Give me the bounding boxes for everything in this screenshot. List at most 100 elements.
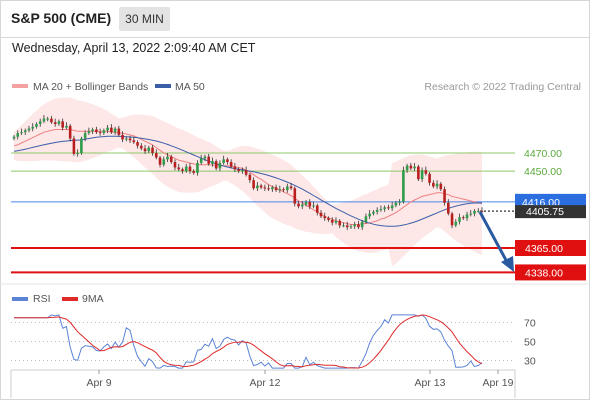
rsi-legend-swatch xyxy=(12,297,28,301)
credit-text: Research © 2022 Trading Central xyxy=(424,81,581,93)
candle-body-up xyxy=(379,209,383,211)
header-bar: S&P 500 (CME) 30 MIN xyxy=(0,0,590,38)
candle-body-down xyxy=(237,169,240,172)
candle-body-down xyxy=(53,122,57,125)
candle-body-down xyxy=(169,156,173,163)
support-label-box xyxy=(515,264,586,281)
candle-body-up xyxy=(27,128,31,131)
candle-body-up xyxy=(46,118,49,120)
candle-body-down xyxy=(61,121,64,128)
instrument-title: S&P 500 (CME) xyxy=(11,10,112,26)
candle-body-down xyxy=(226,159,229,163)
candle-body-down xyxy=(181,169,184,172)
support-level-label: 4338.00 xyxy=(525,267,563,279)
candle-body-up xyxy=(349,226,353,228)
candle-body-up xyxy=(390,205,394,209)
candle-body-down xyxy=(461,217,465,219)
candle-body-up xyxy=(383,207,386,210)
candle-body-down xyxy=(128,138,132,141)
rsi-tick-label: 30 xyxy=(524,356,536,368)
candle-body-down xyxy=(177,167,181,170)
candle-body-down xyxy=(289,186,293,189)
candle-body-up xyxy=(222,159,225,163)
candle-body-down xyxy=(323,216,327,219)
candle-body-down xyxy=(439,183,443,190)
rsi-ma-legend-label: 9MA xyxy=(82,293,104,305)
candlesticks xyxy=(12,115,484,230)
candle-body-up xyxy=(218,162,222,169)
candle-body-down xyxy=(308,201,312,207)
candle-body-down xyxy=(121,134,124,140)
candle-body-down xyxy=(248,174,252,181)
candle-body-down xyxy=(267,188,270,190)
candle-body-up xyxy=(91,129,94,132)
candle-body-up xyxy=(12,136,16,139)
candle-body-up xyxy=(166,156,169,160)
candle-body-up xyxy=(102,130,106,134)
resistance-level-label: 4450.00 xyxy=(524,166,562,178)
candle-body-down xyxy=(327,218,330,220)
candle-body-up xyxy=(184,166,188,172)
candle-body-down xyxy=(330,219,334,223)
candle-body-up xyxy=(465,214,469,219)
candle-body-up xyxy=(458,217,461,222)
candle-body-up xyxy=(286,186,289,191)
candle-body-up xyxy=(76,153,79,154)
candle-body-up xyxy=(23,130,27,133)
candle-body-up xyxy=(83,133,87,139)
candle-body-down xyxy=(154,153,158,158)
ma50-legend-label: MA 50 xyxy=(175,81,205,93)
candle-body-up xyxy=(35,124,38,127)
candle-body-down xyxy=(139,145,143,149)
candle-body-down xyxy=(387,207,390,209)
candle-body-down xyxy=(72,138,76,154)
candle-body-up xyxy=(334,220,338,223)
candle-body-up xyxy=(372,211,375,214)
current-price-label: 4405.75 xyxy=(526,206,564,218)
candle-body-up xyxy=(147,147,151,152)
support-level-label: 4365.00 xyxy=(525,243,563,255)
candle-body-down xyxy=(207,156,210,164)
candle-body-up xyxy=(420,170,424,180)
candle-body-up xyxy=(31,126,35,129)
candle-body-down xyxy=(450,213,454,226)
candle-body-down xyxy=(117,128,121,135)
candle-body-up xyxy=(353,224,357,227)
candle-body-down xyxy=(244,170,248,175)
support-label-box xyxy=(515,240,586,256)
candle-body-down xyxy=(173,162,177,168)
bollinger-band-fill xyxy=(14,97,482,267)
timeframe-button[interactable]: 30 MIN xyxy=(119,7,170,31)
candle-body-up xyxy=(413,166,416,169)
candle-body-down xyxy=(447,202,450,214)
candle-body-down xyxy=(480,210,484,212)
candle-body-up xyxy=(342,225,345,227)
candle-body-up xyxy=(398,201,401,203)
current-price-box xyxy=(515,205,586,219)
candle-body-up xyxy=(199,158,203,163)
rsi-grid: 70 50 30 xyxy=(11,318,536,368)
candle-body-up xyxy=(278,189,282,191)
candle-body-down xyxy=(143,148,147,152)
candle-body-down xyxy=(338,220,342,226)
candle-body-down xyxy=(50,118,53,123)
candle-body-down xyxy=(345,225,349,228)
x-tick-label: Apr 13 xyxy=(415,377,446,389)
candle-body-up xyxy=(473,210,476,214)
candle-body-up xyxy=(364,216,368,222)
candle-body-down xyxy=(428,173,431,183)
candle-body-up xyxy=(87,131,91,134)
rsi-ma-line xyxy=(14,314,483,369)
candle-body-up xyxy=(57,121,61,125)
candle-body-down xyxy=(98,132,102,134)
candle-body-down xyxy=(319,212,323,217)
bollinger-legend-label: MA 20 + Bollinger Bands xyxy=(33,81,148,93)
candle-body-down xyxy=(282,189,285,191)
candle-body-down xyxy=(293,188,297,204)
candle-body-up xyxy=(375,210,379,212)
price-levels xyxy=(11,152,515,274)
moving-averages xyxy=(13,129,483,227)
candle-body-up xyxy=(42,118,46,122)
rsi-tick-label: 50 xyxy=(524,337,536,349)
candle-body-down xyxy=(110,127,113,133)
